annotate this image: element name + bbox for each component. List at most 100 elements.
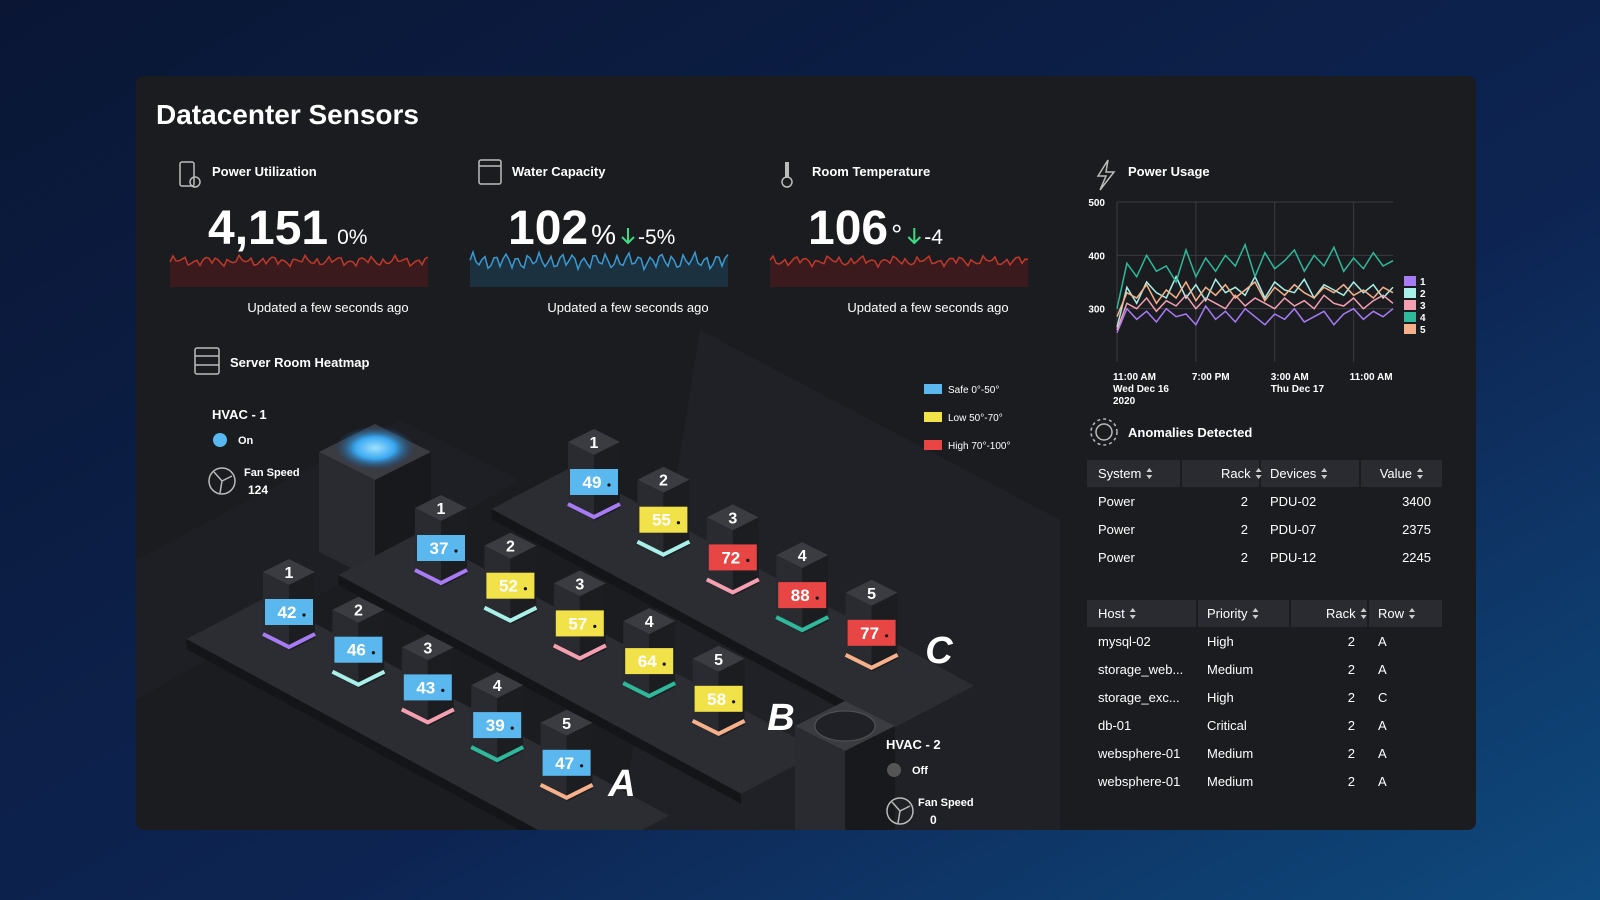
rack-number: 2 — [506, 539, 515, 556]
table-cell: Power — [1098, 522, 1136, 537]
rack-number: 5 — [714, 652, 723, 669]
degree-dot — [593, 624, 597, 629]
rack-temp-label: 42 — [278, 603, 297, 622]
icon-fan — [208, 467, 236, 495]
table-cell: A — [1378, 746, 1387, 761]
hvac-status: Off — [912, 765, 928, 777]
chart-title: Power Usage — [1128, 164, 1210, 179]
x-tick-label: 2020 — [1113, 396, 1136, 407]
table-cell: websphere-01 — [1097, 774, 1180, 789]
rack-ring — [622, 681, 677, 699]
table-cell: db-01 — [1098, 718, 1131, 733]
row-letter: B — [767, 697, 794, 739]
rack-temp — [417, 535, 465, 561]
rack-temp-label: 77 — [860, 624, 879, 643]
series-line — [1116, 294, 1394, 331]
rack-temp-label: 52 — [499, 577, 518, 596]
kpi-value: 106 — [808, 202, 888, 255]
rack-temp-label: 64 — [638, 652, 657, 671]
rack-number: 3 — [575, 576, 584, 593]
icons — [179, 159, 1118, 825]
column-header: Value — [1380, 466, 1412, 481]
rack-ring — [539, 783, 594, 801]
hvac-side — [795, 726, 845, 830]
rack-ring — [705, 577, 760, 595]
rack-number: 4 — [645, 614, 654, 631]
rack-number: 2 — [354, 603, 363, 620]
rack-ring — [331, 669, 386, 687]
table-cell: 2 — [1348, 746, 1355, 761]
table-cell: storage_exc... — [1098, 690, 1180, 705]
kpi-change: -5% — [638, 226, 675, 249]
rack-temp — [708, 544, 757, 571]
rack-temp-label: 43 — [416, 678, 435, 697]
table-cell: 2 — [1348, 634, 1355, 649]
table-cell: 3400 — [1402, 494, 1431, 509]
legend-label: 2 — [1420, 289, 1426, 300]
rack-temp — [473, 712, 522, 739]
rack-number: 5 — [562, 716, 571, 733]
rack-temp — [625, 648, 674, 675]
legend-swatch — [924, 440, 942, 450]
kpi-change: -4 — [924, 226, 943, 249]
rack-temp-label: 58 — [707, 690, 726, 709]
kpi-title: Room Temperature — [812, 164, 930, 179]
sparkline-area — [770, 255, 1028, 287]
rack-ring — [470, 745, 525, 763]
legend-label: 4 — [1420, 313, 1426, 324]
kpi-title: Water Capacity — [512, 164, 606, 179]
table-cell: A — [1378, 634, 1387, 649]
icon-fan — [213, 471, 233, 494]
rack-temp — [847, 619, 896, 646]
fan-label: Fan Speed — [244, 467, 300, 479]
kpi-title: Power Utilization — [212, 164, 317, 179]
icon-gear — [1090, 418, 1118, 446]
table-header — [1087, 460, 1442, 487]
kpi-change: 0% — [337, 226, 367, 249]
x-tick-label: 11:00 AM — [1113, 372, 1156, 383]
rack-ring — [567, 502, 621, 520]
column-header: System — [1098, 466, 1141, 481]
icon-battery — [179, 161, 195, 187]
legend-swatch — [1404, 276, 1416, 286]
kpi-unit: ° — [891, 219, 902, 250]
table-cell: PDU-07 — [1270, 522, 1316, 537]
table-cell: High — [1207, 690, 1234, 705]
legend-label: 5 — [1420, 325, 1426, 336]
hvac-status: On — [238, 435, 254, 447]
sparkline — [469, 249, 729, 272]
table-cell: A — [1378, 774, 1387, 789]
degree-dot — [510, 726, 514, 730]
table-cell: 2 — [1241, 522, 1248, 537]
rack-number: 2 — [659, 473, 668, 490]
platform-edge — [491, 509, 895, 738]
rack-temp-label: 49 — [583, 473, 602, 492]
row-letter: A — [607, 763, 635, 805]
rack-number: 1 — [437, 501, 446, 518]
rack-number: 3 — [728, 510, 737, 527]
legend-label: High 70°-100° — [948, 441, 1010, 452]
page-title: Datacenter Sensors — [156, 99, 419, 130]
kpi-updated: Updated a few seconds ago — [547, 300, 708, 315]
degree-dot — [371, 651, 375, 655]
section-title: Server Room Heatmap — [230, 355, 369, 370]
row-letter: C — [925, 630, 953, 672]
legend-swatch — [1404, 300, 1416, 310]
rack-number: 1 — [285, 565, 294, 582]
rack-temp — [486, 572, 535, 599]
trend-arrow — [621, 228, 635, 245]
rack-temp — [555, 610, 604, 637]
rack-number: 1 — [590, 435, 599, 452]
rack-temp-label: 39 — [486, 716, 505, 735]
column-header: Host — [1098, 606, 1125, 621]
series-line — [1116, 242, 1394, 309]
rack-number: 3 — [423, 640, 432, 657]
degree-dot — [885, 634, 889, 638]
sort-icon — [1146, 468, 1153, 479]
sparkline-area — [470, 252, 728, 287]
fan-label: Fan Speed — [918, 797, 974, 809]
rack-ring — [414, 568, 468, 586]
y-tick-label: 300 — [1088, 305, 1105, 316]
rack-ring — [636, 539, 691, 557]
degree-dot — [746, 558, 750, 563]
